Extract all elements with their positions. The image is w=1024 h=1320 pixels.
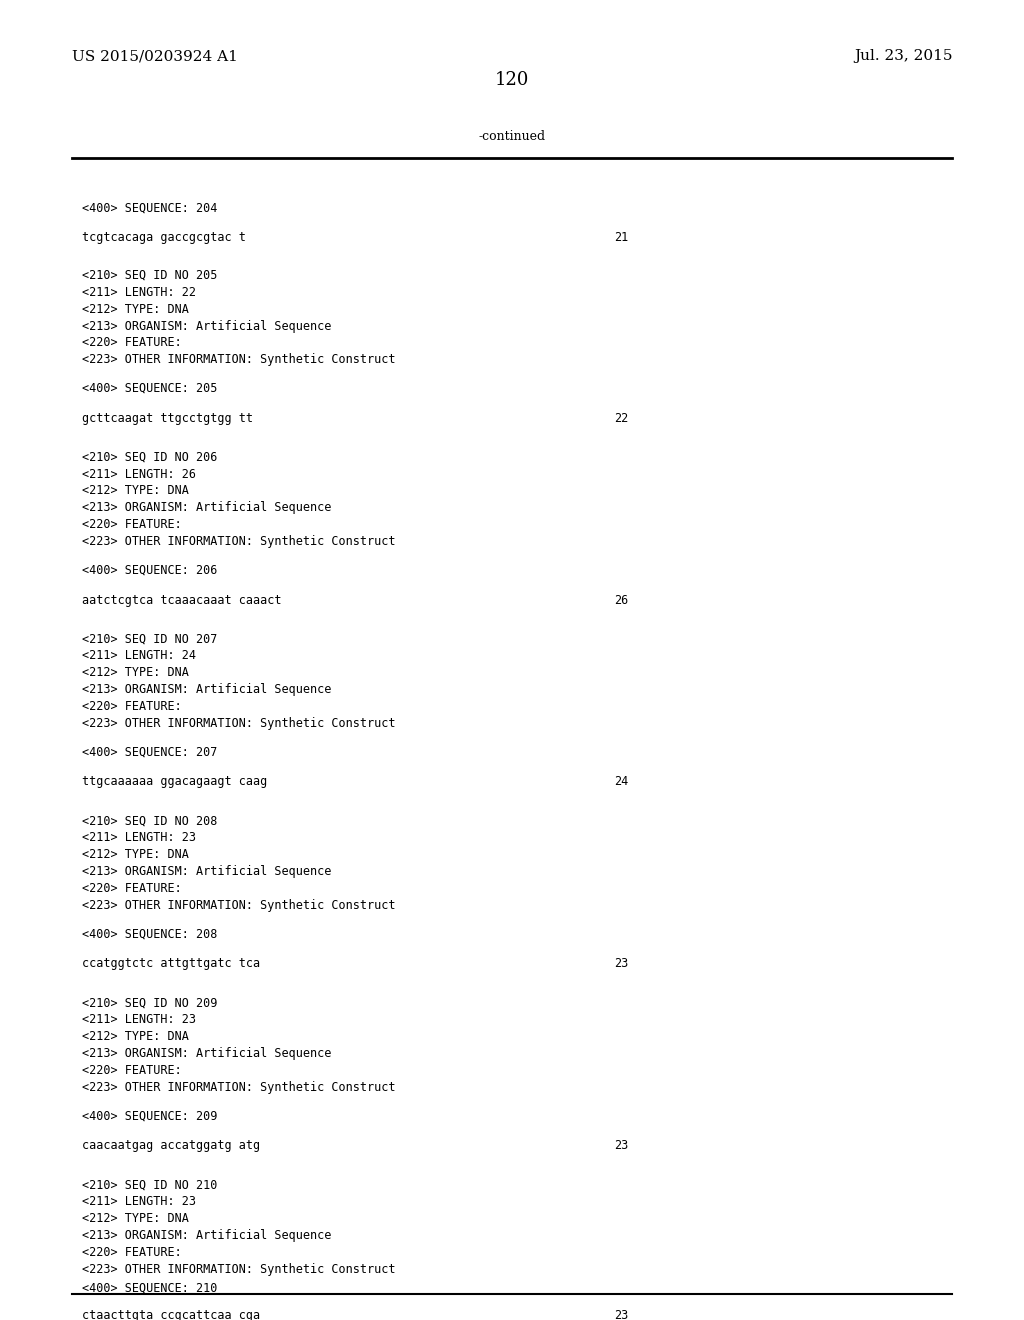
Text: gcttcaagat ttgcctgtgg tt: gcttcaagat ttgcctgtgg tt (82, 412, 253, 425)
Text: <400> SEQUENCE: 210: <400> SEQUENCE: 210 (82, 1282, 217, 1295)
Text: ctaacttgta ccgcattcaa cga: ctaacttgta ccgcattcaa cga (82, 1309, 260, 1320)
Text: <210> SEQ ID NO 209: <210> SEQ ID NO 209 (82, 997, 217, 1010)
Text: <400> SEQUENCE: 206: <400> SEQUENCE: 206 (82, 564, 217, 577)
Text: 23: 23 (614, 957, 629, 970)
Text: <211> LENGTH: 26: <211> LENGTH: 26 (82, 467, 196, 480)
Text: <211> LENGTH: 23: <211> LENGTH: 23 (82, 832, 196, 845)
Text: <400> SEQUENCE: 208: <400> SEQUENCE: 208 (82, 928, 217, 940)
Text: <210> SEQ ID NO 206: <210> SEQ ID NO 206 (82, 450, 217, 463)
Text: <223> OTHER INFORMATION: Synthetic Construct: <223> OTHER INFORMATION: Synthetic Const… (82, 535, 395, 548)
Text: 26: 26 (614, 594, 629, 607)
Text: <220> FEATURE:: <220> FEATURE: (82, 519, 181, 531)
Text: <220> FEATURE:: <220> FEATURE: (82, 1246, 181, 1258)
Text: <220> FEATURE:: <220> FEATURE: (82, 882, 181, 895)
Text: <213> ORGANISM: Artificial Sequence: <213> ORGANISM: Artificial Sequence (82, 684, 332, 696)
Text: <211> LENGTH: 24: <211> LENGTH: 24 (82, 649, 196, 663)
Text: <210> SEQ ID NO 205: <210> SEQ ID NO 205 (82, 269, 217, 282)
Text: <223> OTHER INFORMATION: Synthetic Construct: <223> OTHER INFORMATION: Synthetic Const… (82, 354, 395, 366)
Text: <213> ORGANISM: Artificial Sequence: <213> ORGANISM: Artificial Sequence (82, 1047, 332, 1060)
Text: <212> TYPE: DNA: <212> TYPE: DNA (82, 484, 188, 498)
Text: <212> TYPE: DNA: <212> TYPE: DNA (82, 667, 188, 680)
Text: <220> FEATURE:: <220> FEATURE: (82, 337, 181, 350)
Text: 23: 23 (614, 1139, 629, 1152)
Text: 23: 23 (614, 1309, 629, 1320)
Text: <213> ORGANISM: Artificial Sequence: <213> ORGANISM: Artificial Sequence (82, 319, 332, 333)
Text: <400> SEQUENCE: 204: <400> SEQUENCE: 204 (82, 202, 217, 214)
Text: <223> OTHER INFORMATION: Synthetic Construct: <223> OTHER INFORMATION: Synthetic Const… (82, 1262, 395, 1275)
Text: <212> TYPE: DNA: <212> TYPE: DNA (82, 1212, 188, 1225)
Text: <213> ORGANISM: Artificial Sequence: <213> ORGANISM: Artificial Sequence (82, 1229, 332, 1242)
Text: <212> TYPE: DNA: <212> TYPE: DNA (82, 849, 188, 861)
Text: 22: 22 (614, 412, 629, 425)
Text: <211> LENGTH: 23: <211> LENGTH: 23 (82, 1195, 196, 1208)
Text: <210> SEQ ID NO 210: <210> SEQ ID NO 210 (82, 1177, 217, 1191)
Text: 21: 21 (614, 231, 629, 244)
Text: 120: 120 (495, 71, 529, 90)
Text: <212> TYPE: DNA: <212> TYPE: DNA (82, 302, 188, 315)
Text: <211> LENGTH: 23: <211> LENGTH: 23 (82, 1014, 196, 1026)
Text: -continued: -continued (478, 129, 546, 143)
Text: <220> FEATURE:: <220> FEATURE: (82, 1064, 181, 1077)
Text: <213> ORGANISM: Artificial Sequence: <213> ORGANISM: Artificial Sequence (82, 865, 332, 878)
Text: Jul. 23, 2015: Jul. 23, 2015 (854, 49, 952, 63)
Text: <210> SEQ ID NO 207: <210> SEQ ID NO 207 (82, 632, 217, 645)
Text: tcgtcacaga gaccgcgtac t: tcgtcacaga gaccgcgtac t (82, 231, 246, 244)
Text: <211> LENGTH: 22: <211> LENGTH: 22 (82, 285, 196, 298)
Text: <213> ORGANISM: Artificial Sequence: <213> ORGANISM: Artificial Sequence (82, 502, 332, 515)
Text: <223> OTHER INFORMATION: Synthetic Construct: <223> OTHER INFORMATION: Synthetic Const… (82, 899, 395, 912)
Text: aatctcgtca tcaaacaaat caaact: aatctcgtca tcaaacaaat caaact (82, 594, 282, 607)
Text: <220> FEATURE:: <220> FEATURE: (82, 700, 181, 713)
Text: US 2015/0203924 A1: US 2015/0203924 A1 (72, 49, 238, 63)
Text: <400> SEQUENCE: 209: <400> SEQUENCE: 209 (82, 1109, 217, 1122)
Text: <212> TYPE: DNA: <212> TYPE: DNA (82, 1030, 188, 1043)
Text: <400> SEQUENCE: 207: <400> SEQUENCE: 207 (82, 746, 217, 759)
Text: 24: 24 (614, 775, 629, 788)
Text: ttgcaaaaaa ggacagaagt caag: ttgcaaaaaa ggacagaagt caag (82, 775, 267, 788)
Text: caacaatgag accatggatg atg: caacaatgag accatggatg atg (82, 1139, 260, 1152)
Text: <210> SEQ ID NO 208: <210> SEQ ID NO 208 (82, 814, 217, 828)
Text: <223> OTHER INFORMATION: Synthetic Construct: <223> OTHER INFORMATION: Synthetic Const… (82, 717, 395, 730)
Text: <223> OTHER INFORMATION: Synthetic Construct: <223> OTHER INFORMATION: Synthetic Const… (82, 1081, 395, 1094)
Text: <400> SEQUENCE: 205: <400> SEQUENCE: 205 (82, 381, 217, 395)
Text: ccatggtctc attgttgatc tca: ccatggtctc attgttgatc tca (82, 957, 260, 970)
